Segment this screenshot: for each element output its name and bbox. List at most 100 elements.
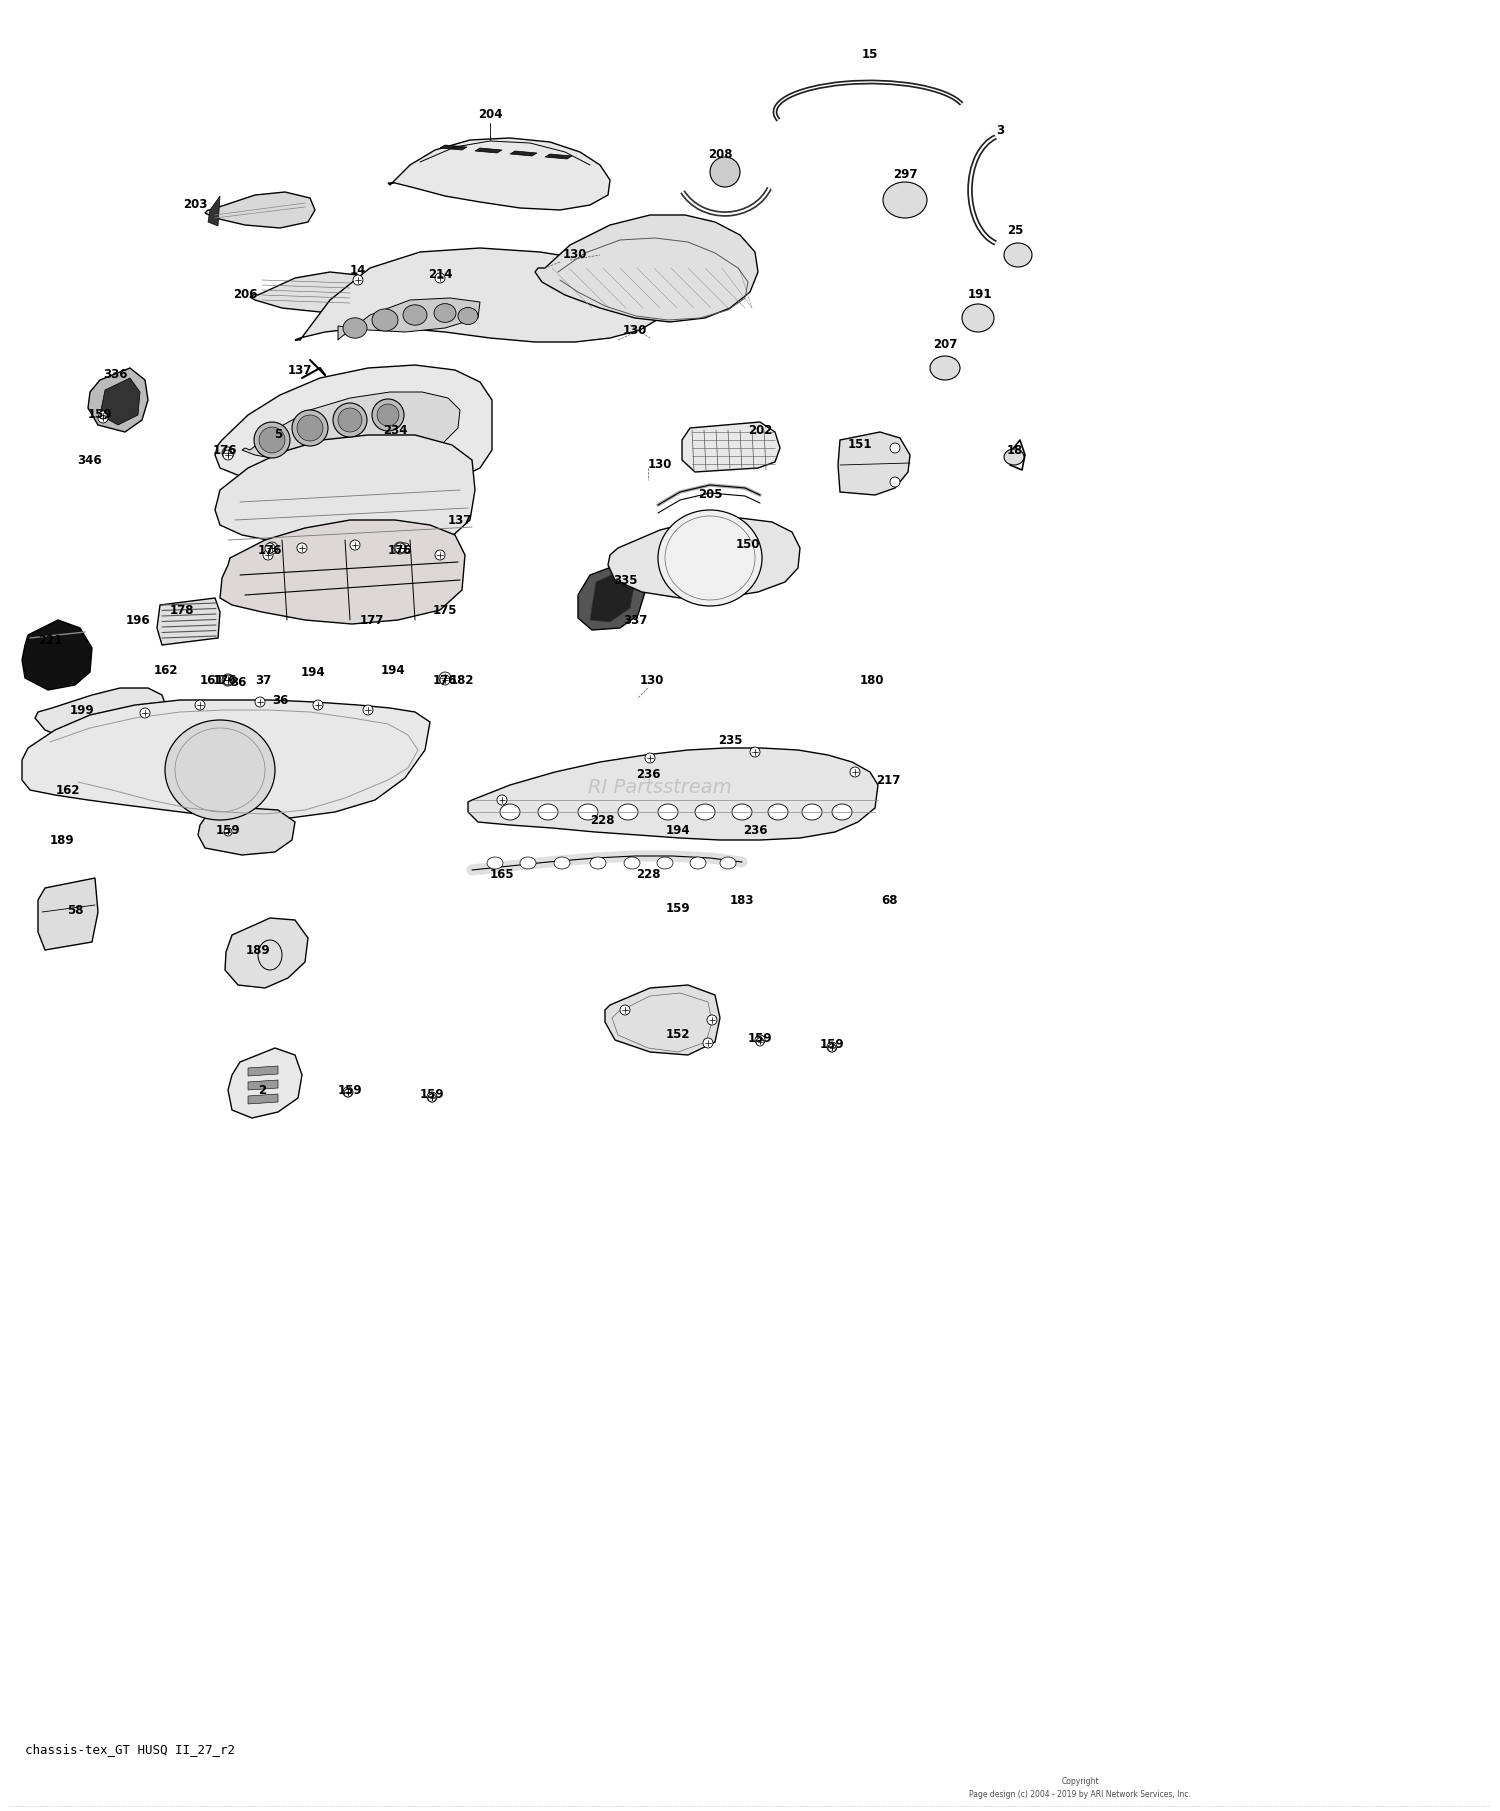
Polygon shape	[206, 192, 315, 228]
Ellipse shape	[297, 415, 322, 442]
Ellipse shape	[500, 804, 520, 820]
Text: 3: 3	[996, 123, 1004, 136]
Text: 36: 36	[230, 677, 246, 690]
Ellipse shape	[704, 1038, 712, 1049]
Text: 177: 177	[360, 614, 384, 627]
Ellipse shape	[658, 804, 678, 820]
Ellipse shape	[394, 543, 405, 552]
Text: 346: 346	[78, 453, 102, 467]
Ellipse shape	[890, 444, 900, 453]
Ellipse shape	[344, 1087, 352, 1097]
Text: 194: 194	[300, 666, 326, 679]
Ellipse shape	[254, 422, 290, 458]
Ellipse shape	[754, 1036, 765, 1045]
Ellipse shape	[266, 541, 278, 554]
Ellipse shape	[694, 804, 715, 820]
Ellipse shape	[554, 857, 570, 869]
Ellipse shape	[314, 701, 322, 710]
Ellipse shape	[344, 1088, 352, 1097]
Text: 25: 25	[1007, 223, 1023, 237]
Text: 162: 162	[153, 663, 178, 677]
Ellipse shape	[266, 543, 274, 552]
Text: 221: 221	[38, 634, 62, 647]
Text: RI Partsstream: RI Partsstream	[588, 779, 732, 797]
Text: 176: 176	[387, 543, 412, 556]
Ellipse shape	[404, 304, 427, 326]
Text: 207: 207	[933, 339, 957, 351]
Ellipse shape	[372, 310, 398, 331]
Ellipse shape	[620, 1005, 630, 1014]
Ellipse shape	[297, 543, 307, 552]
Text: 137: 137	[448, 514, 472, 527]
Text: 18: 18	[1007, 444, 1023, 456]
Text: 182: 182	[450, 674, 474, 686]
Text: 208: 208	[708, 149, 732, 161]
Text: 36: 36	[272, 694, 288, 706]
Text: 37: 37	[255, 674, 272, 686]
Ellipse shape	[827, 1041, 837, 1052]
Ellipse shape	[440, 672, 452, 685]
Text: 159: 159	[819, 1038, 844, 1052]
Text: 217: 217	[876, 773, 900, 786]
Text: 206: 206	[232, 288, 258, 301]
Polygon shape	[388, 138, 610, 210]
Ellipse shape	[165, 721, 274, 820]
Text: 68: 68	[882, 893, 898, 907]
Ellipse shape	[538, 804, 558, 820]
Polygon shape	[248, 1094, 278, 1105]
Ellipse shape	[333, 404, 368, 436]
Text: 130: 130	[640, 674, 664, 686]
Ellipse shape	[706, 1014, 717, 1025]
Polygon shape	[578, 561, 645, 630]
Text: 196: 196	[126, 614, 150, 627]
Ellipse shape	[292, 409, 328, 446]
Polygon shape	[214, 435, 476, 552]
Ellipse shape	[930, 357, 960, 380]
Ellipse shape	[768, 804, 788, 820]
Text: 189: 189	[50, 833, 75, 846]
Ellipse shape	[376, 404, 399, 426]
Polygon shape	[38, 878, 98, 951]
Text: 337: 337	[622, 614, 646, 627]
Text: 159: 159	[87, 409, 112, 422]
Polygon shape	[220, 520, 465, 625]
Text: 189: 189	[246, 944, 270, 956]
Ellipse shape	[427, 1094, 436, 1103]
Ellipse shape	[750, 746, 760, 757]
Ellipse shape	[458, 308, 478, 324]
Text: 161: 161	[200, 674, 225, 686]
Ellipse shape	[496, 795, 507, 806]
Ellipse shape	[224, 828, 232, 837]
Polygon shape	[590, 570, 634, 621]
Ellipse shape	[140, 708, 150, 717]
Text: 199: 199	[69, 703, 94, 717]
Ellipse shape	[344, 317, 368, 339]
Text: 228: 228	[636, 869, 660, 882]
Polygon shape	[296, 248, 670, 342]
Text: 150: 150	[735, 538, 760, 552]
Ellipse shape	[427, 1092, 436, 1103]
Polygon shape	[536, 216, 758, 322]
Polygon shape	[608, 518, 800, 598]
Ellipse shape	[645, 753, 656, 762]
Ellipse shape	[440, 676, 450, 685]
Ellipse shape	[658, 511, 762, 607]
Text: 234: 234	[382, 424, 406, 436]
Text: 2: 2	[258, 1083, 266, 1096]
Ellipse shape	[338, 407, 362, 433]
Polygon shape	[468, 748, 878, 840]
Ellipse shape	[435, 273, 445, 283]
Text: 228: 228	[590, 813, 615, 826]
Ellipse shape	[222, 674, 234, 686]
Ellipse shape	[833, 804, 852, 820]
Polygon shape	[34, 688, 168, 743]
Ellipse shape	[690, 857, 706, 869]
Text: 152: 152	[666, 1029, 690, 1041]
Text: 5: 5	[274, 429, 282, 442]
Text: 180: 180	[859, 674, 885, 686]
Polygon shape	[198, 808, 296, 855]
Polygon shape	[440, 145, 466, 150]
Text: Page design (c) 2004 - 2019 by ARI Network Services, Inc.: Page design (c) 2004 - 2019 by ARI Netwo…	[969, 1789, 1191, 1798]
Ellipse shape	[260, 427, 285, 453]
Polygon shape	[248, 1079, 278, 1090]
